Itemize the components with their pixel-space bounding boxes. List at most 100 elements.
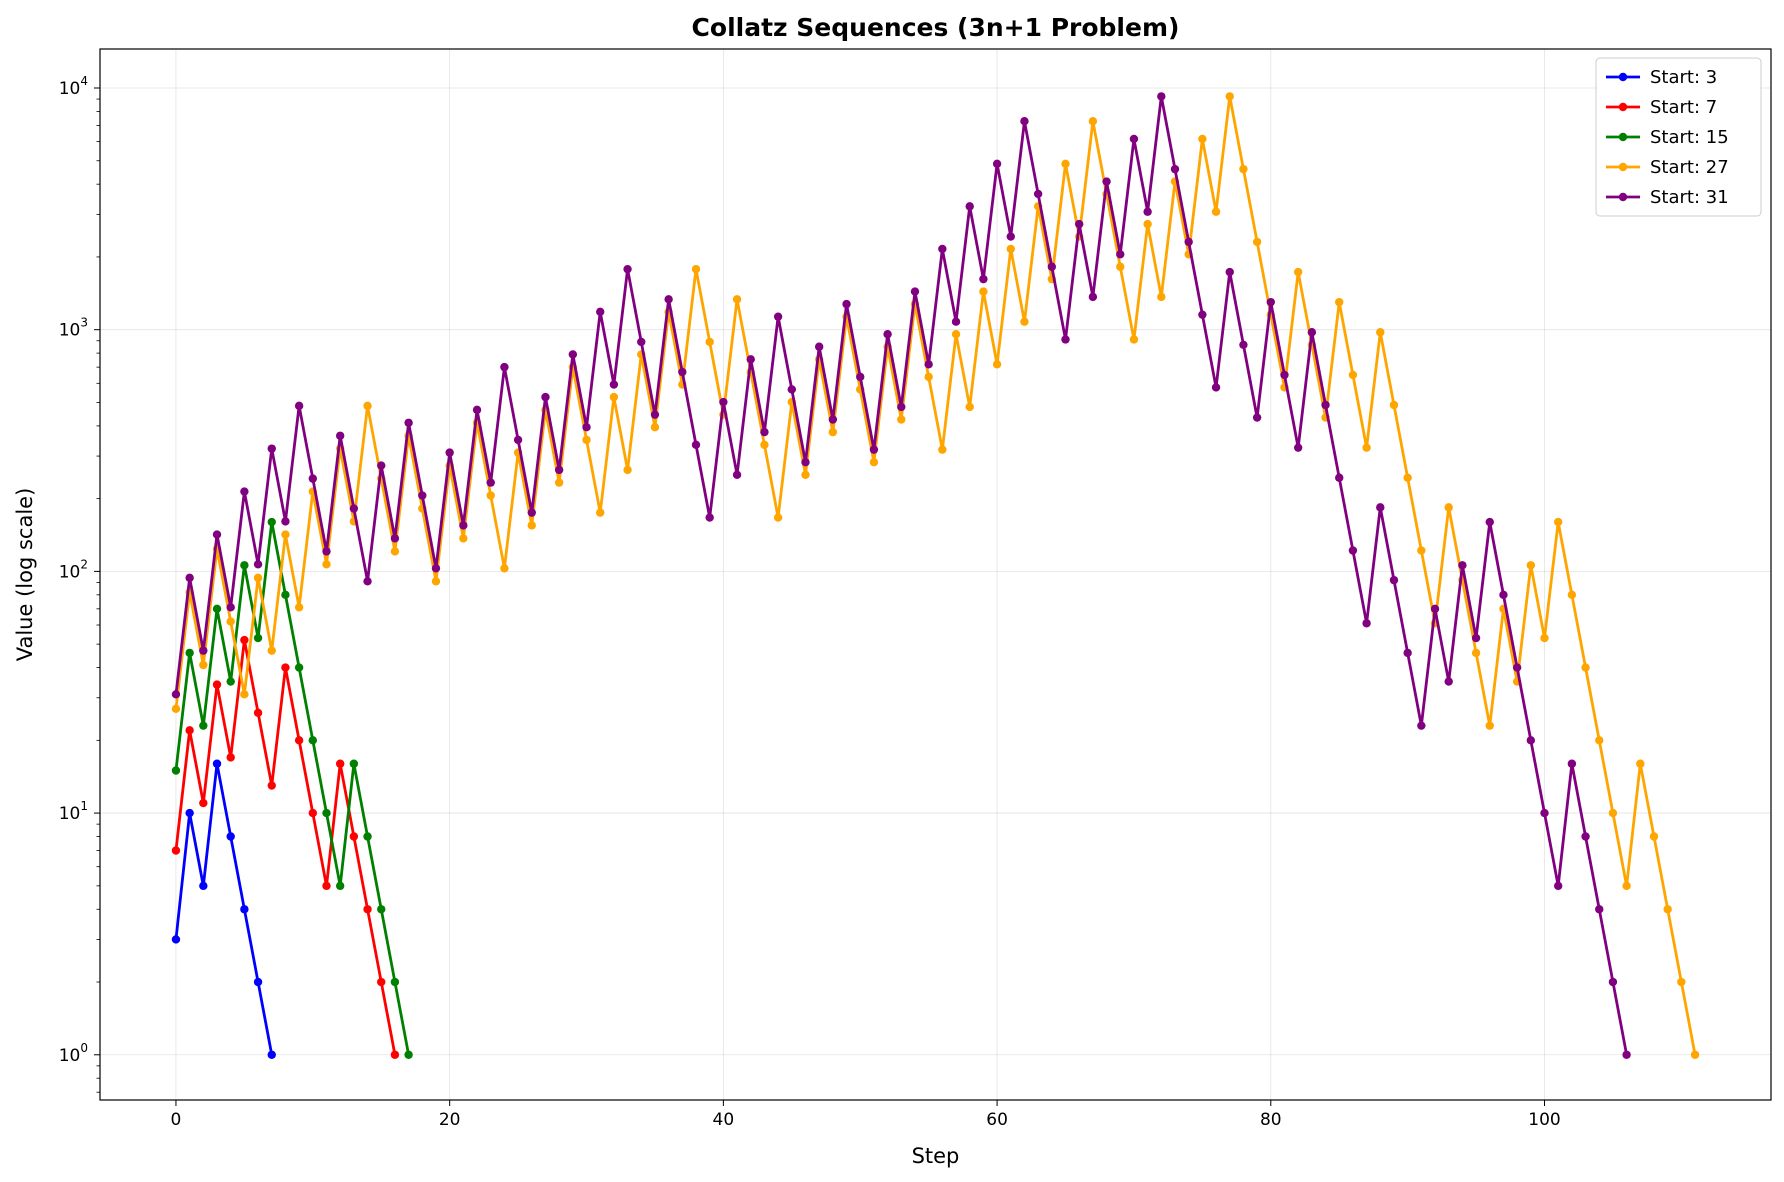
data-point — [705, 337, 714, 347]
x-tick-label: 0 — [171, 1110, 182, 1130]
data-point — [1252, 237, 1262, 247]
data-point — [1403, 473, 1412, 482]
data-point — [486, 491, 495, 500]
data-point — [1499, 590, 1508, 600]
data-point — [1608, 808, 1618, 818]
data-point — [1143, 219, 1152, 229]
data-point — [486, 478, 495, 487]
data-point — [1129, 134, 1139, 144]
data-point — [1403, 648, 1412, 658]
data-point — [390, 547, 400, 556]
data-point — [267, 646, 276, 655]
data-point — [828, 427, 838, 437]
x-tick-label: 40 — [713, 1110, 735, 1130]
data-point — [185, 726, 194, 735]
legend-entry: Start: 3 — [1606, 67, 1717, 88]
data-point — [349, 504, 359, 513]
data-point — [856, 372, 865, 382]
data-point — [760, 427, 769, 437]
data-point — [253, 977, 263, 987]
data-point — [1567, 590, 1577, 600]
data-point — [732, 295, 742, 304]
data-point — [554, 478, 564, 487]
data-point — [390, 534, 400, 543]
series-start-7 — [171, 635, 400, 1059]
data-point — [500, 564, 509, 573]
data-point — [705, 513, 714, 522]
data-point — [1266, 297, 1275, 307]
data-point — [1321, 400, 1330, 410]
data-point — [281, 517, 290, 526]
data-point — [294, 603, 304, 612]
data-point — [1198, 134, 1207, 144]
data-point — [1444, 677, 1453, 686]
data-point — [1020, 317, 1029, 326]
data-point — [199, 721, 208, 730]
data-point — [1006, 244, 1015, 254]
data-point — [650, 410, 660, 419]
series-layer — [171, 92, 1700, 1059]
data-point — [185, 573, 194, 583]
data-point — [226, 832, 235, 841]
data-point — [1143, 207, 1152, 216]
data-point — [746, 355, 755, 364]
data-point — [554, 465, 564, 475]
data-point — [1389, 575, 1399, 585]
data-point — [226, 617, 235, 626]
data-point — [253, 708, 263, 717]
data-point — [377, 905, 386, 914]
data-point — [335, 881, 345, 891]
data-point — [527, 521, 536, 530]
data-point — [1198, 310, 1207, 319]
data-point — [1540, 808, 1549, 818]
data-point — [691, 264, 701, 274]
data-point — [938, 244, 947, 254]
data-point — [582, 435, 591, 445]
data-point — [240, 561, 249, 570]
data-point — [1307, 328, 1317, 337]
data-point — [1608, 977, 1618, 987]
data-point — [349, 832, 359, 841]
data-point — [992, 360, 1002, 369]
data-point — [185, 808, 194, 818]
data-point — [212, 680, 222, 689]
data-point — [979, 287, 988, 296]
data-point — [431, 564, 441, 573]
data-point — [1184, 237, 1193, 247]
data-point — [1239, 164, 1248, 174]
data-point — [212, 604, 222, 614]
data-point — [1157, 92, 1166, 101]
data-point — [253, 633, 263, 643]
data-point — [1595, 905, 1604, 914]
legend-marker — [1618, 192, 1628, 202]
data-point — [226, 603, 235, 612]
data-point — [322, 808, 331, 818]
data-point — [1061, 335, 1070, 344]
data-point — [335, 431, 345, 440]
x-tick-label: 80 — [1260, 1110, 1282, 1130]
data-point — [951, 330, 961, 339]
legend-box — [1595, 57, 1762, 217]
data-point — [459, 534, 468, 543]
data-point — [869, 445, 879, 454]
data-point — [1362, 619, 1371, 628]
data-point — [1033, 189, 1043, 199]
grid — [100, 49, 1771, 1100]
data-point — [1335, 297, 1344, 307]
data-point — [349, 759, 359, 768]
data-point — [1376, 503, 1385, 512]
series-start-15 — [171, 517, 413, 1059]
legend-marker — [1618, 72, 1628, 82]
data-point — [267, 781, 276, 790]
data-point — [253, 573, 263, 583]
data-point — [363, 577, 372, 586]
data-point — [1458, 561, 1467, 570]
data-point — [965, 402, 974, 412]
data-point — [1252, 413, 1262, 422]
data-point — [240, 635, 249, 645]
data-point — [1417, 546, 1426, 555]
data-point — [1170, 164, 1180, 174]
data-point — [431, 577, 441, 586]
data-point — [814, 342, 824, 351]
